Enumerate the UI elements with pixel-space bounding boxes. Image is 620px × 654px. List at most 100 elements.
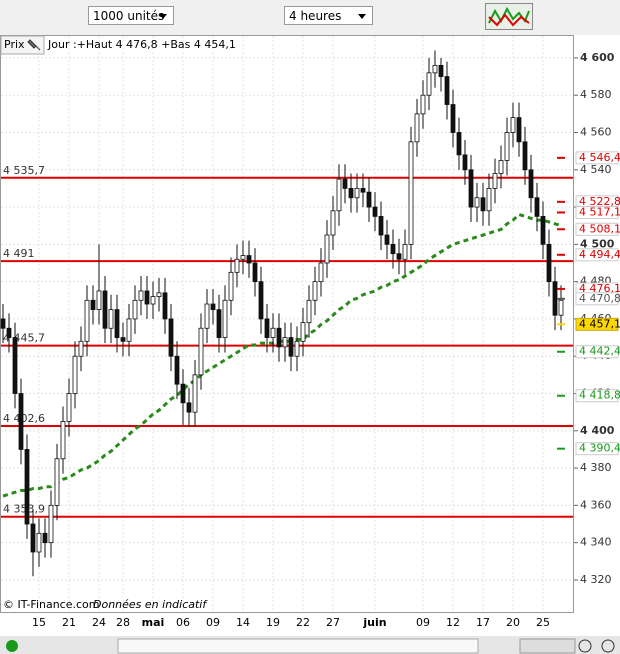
candle-body (378, 215, 384, 236)
y-tick-label: 4 320 (580, 573, 612, 586)
price-tag-box (575, 222, 619, 236)
candle-body (318, 262, 324, 283)
candle-body (546, 243, 552, 283)
y-tick-label: 4 400 (580, 424, 615, 437)
price-tag-box (575, 317, 619, 331)
level-label: 4 353,9 (3, 503, 45, 516)
x-tick-label: 25 (536, 616, 550, 629)
candle-body (168, 318, 174, 357)
candle-body (90, 299, 96, 311)
candle-body (120, 337, 126, 342)
candle-body (96, 290, 102, 311)
units-select[interactable]: 1000 unités (88, 6, 174, 25)
candle-body (48, 504, 54, 544)
candle-body (534, 197, 540, 217)
candle-body (486, 188, 492, 212)
candle-body (516, 117, 522, 143)
candle-body (204, 303, 210, 329)
candle-body (498, 160, 504, 174)
candle-body (78, 340, 84, 357)
candle-body (294, 340, 300, 357)
candle-body (396, 253, 402, 260)
candle-body (540, 215, 546, 245)
candle-body (444, 76, 450, 105)
candle-body (558, 299, 564, 316)
copyright: © IT-Finance.com (3, 598, 100, 611)
price-tag-label: 4 508,1 (579, 222, 620, 235)
zoom-in[interactable] (601, 639, 615, 653)
zoom-out[interactable] (578, 639, 592, 653)
x-tick-label: 20 (506, 616, 520, 629)
moving-average (2, 212, 562, 498)
price-tag-box (575, 151, 619, 165)
candle-body (522, 141, 528, 171)
candle-body (240, 255, 246, 260)
candle-body (192, 374, 198, 413)
candle-body (420, 94, 426, 115)
period-select[interactable]: 4 heures (284, 6, 373, 25)
candle-body (384, 234, 390, 245)
x-tick-label: 28 (116, 616, 130, 629)
candle-body (30, 523, 36, 553)
candle-body (312, 281, 318, 301)
candle-body (366, 191, 372, 208)
candle-body (300, 322, 306, 342)
candle-body (360, 188, 366, 193)
candle-body (186, 402, 192, 413)
candle-body (432, 64, 438, 74)
candle-body (198, 327, 204, 376)
candle-body (126, 318, 132, 342)
x-tick-label: mai (142, 616, 165, 629)
candle-body (372, 206, 378, 217)
scroll-thumb[interactable] (519, 638, 576, 654)
candle-body (228, 271, 234, 301)
price-tag-box (575, 345, 619, 359)
y-tick-label: 4 500 (580, 237, 615, 250)
icon-line (488, 13, 530, 27)
candle-body (456, 132, 462, 156)
x-tick-label: 09 (206, 616, 220, 629)
price-tag-label: 4 522,8 (579, 195, 620, 208)
x-tick-label: 17 (476, 616, 490, 629)
go-button[interactable] (6, 640, 18, 652)
candle-body (552, 281, 558, 316)
price-tag-label: 4 494,4 (579, 248, 620, 261)
candle-body (180, 383, 186, 404)
candle-body (336, 178, 342, 212)
x-tick-label: 19 (266, 616, 280, 629)
candle-body (288, 337, 294, 357)
candle-body (252, 262, 258, 283)
candle-body (462, 154, 468, 171)
x-tick-label: juin (362, 616, 386, 629)
y-tick-label: 4 580 (580, 88, 612, 101)
level-label: 4 491 (3, 247, 35, 260)
x-tick-label: 09 (416, 616, 430, 629)
y-tick-label: 4 340 (580, 536, 612, 549)
price-tag-label: 4 546,4 (579, 151, 620, 164)
candle-body (258, 281, 264, 320)
candle-body (42, 532, 48, 544)
price-tag-label: 4 418,8 (579, 389, 620, 402)
indicator-button[interactable] (485, 3, 533, 30)
prix-button[interactable] (0, 35, 45, 55)
candle-body (480, 197, 486, 212)
candle-body (402, 243, 408, 260)
candle-body (60, 421, 66, 460)
candle-body (132, 299, 138, 320)
candle-body (270, 327, 276, 338)
candle-body (36, 532, 42, 553)
candle-body (528, 169, 534, 199)
x-tick-label: 24 (92, 616, 106, 629)
candle-body (24, 449, 30, 525)
day-info: Jour :+Haut 4 476,8 +Bas 4 454,1 (47, 38, 236, 51)
candle-body (162, 292, 168, 320)
candle-body (150, 296, 156, 305)
candle-body (390, 243, 396, 255)
candle-body (354, 188, 360, 199)
candle-body (102, 290, 108, 329)
candle-body (216, 309, 222, 338)
candle-body (438, 64, 444, 77)
wrench-icon (27, 39, 41, 51)
price-tag-box (575, 292, 619, 306)
